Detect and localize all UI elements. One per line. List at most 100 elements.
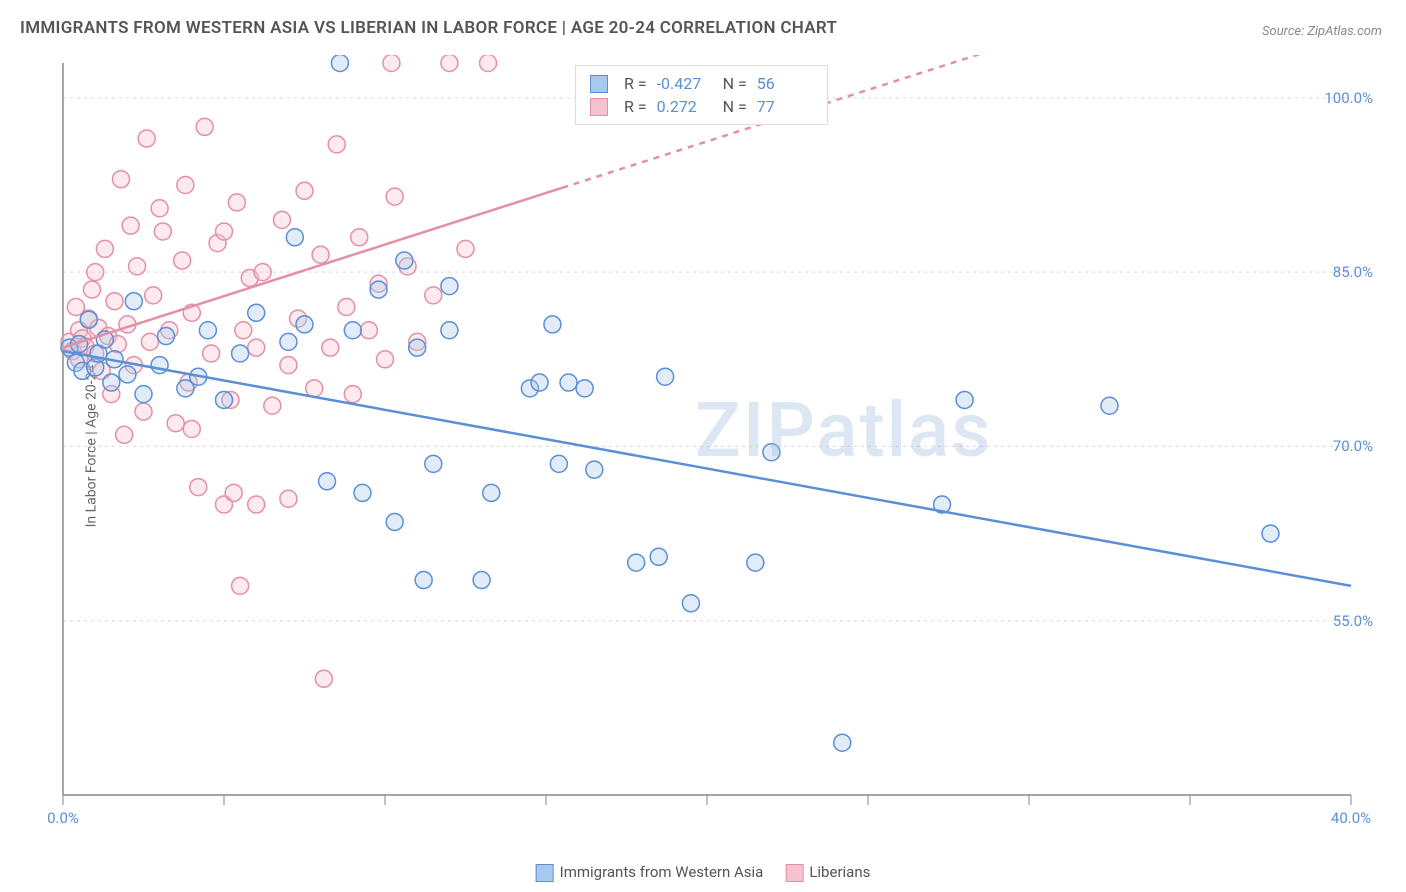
- data-point: [483, 484, 500, 501]
- y-tick-label: 55.0%: [1333, 612, 1373, 630]
- data-point: [586, 461, 603, 478]
- data-point: [441, 322, 458, 339]
- data-point: [199, 322, 216, 339]
- stat-r-label: R =: [624, 97, 647, 116]
- data-point: [254, 264, 271, 281]
- data-point: [956, 391, 973, 408]
- stat-r-value: 0.272: [657, 97, 713, 116]
- stat-n-label: N =: [723, 97, 747, 116]
- data-point: [138, 130, 155, 147]
- stat-r-value: -0.427: [657, 74, 713, 93]
- data-point: [425, 287, 442, 304]
- data-point: [154, 223, 171, 240]
- data-point: [151, 200, 168, 217]
- data-point: [370, 281, 387, 298]
- data-point: [682, 595, 699, 612]
- data-point: [125, 293, 142, 310]
- data-point: [1262, 525, 1279, 542]
- bottom-legend: Immigrants from Western Asia Liberians: [536, 863, 871, 882]
- data-point: [232, 345, 249, 362]
- data-point: [628, 554, 645, 571]
- data-point: [141, 333, 158, 350]
- y-tick-label: 70.0%: [1333, 437, 1373, 455]
- data-point: [106, 293, 123, 310]
- data-point: [122, 217, 139, 234]
- data-point: [248, 304, 265, 321]
- data-point: [344, 386, 361, 403]
- trend-line: [63, 351, 1351, 586]
- data-point: [248, 496, 265, 513]
- data-point: [550, 455, 567, 472]
- data-point: [119, 366, 136, 383]
- data-point: [129, 258, 146, 275]
- data-point: [177, 177, 194, 194]
- data-point: [415, 572, 432, 589]
- data-point: [96, 240, 113, 257]
- data-point: [174, 252, 191, 269]
- data-point: [158, 328, 175, 345]
- chart-area: ZIPatlas R =-0.427N =56R =0.272N =77 55.…: [55, 55, 1385, 825]
- data-point: [135, 386, 152, 403]
- data-point: [248, 339, 265, 356]
- data-point: [409, 339, 426, 356]
- data-point: [80, 311, 97, 328]
- data-point: [331, 55, 348, 72]
- data-point: [763, 444, 780, 461]
- stat-n-label: N =: [723, 74, 747, 93]
- data-point: [228, 194, 245, 211]
- data-point: [312, 246, 329, 263]
- data-point: [183, 421, 200, 438]
- y-tick-label: 85.0%: [1333, 263, 1373, 281]
- legend-swatch: [590, 75, 608, 93]
- data-point: [273, 211, 290, 228]
- data-point: [457, 240, 474, 257]
- data-point: [657, 368, 674, 385]
- stats-row: R = -0.427 N = 56: [590, 72, 813, 95]
- data-point: [1101, 397, 1118, 414]
- data-point: [425, 455, 442, 472]
- data-point: [306, 380, 323, 397]
- data-point: [480, 55, 497, 72]
- legend-label: Immigrants from Western Asia: [560, 863, 764, 881]
- data-point: [338, 299, 355, 316]
- correlation-stats-box: R = -0.427 N = 56 R = 0.272 N = 77: [575, 65, 828, 125]
- legend-swatch: [590, 98, 608, 116]
- data-point: [296, 182, 313, 199]
- data-point: [441, 278, 458, 295]
- legend-swatch: [785, 864, 803, 882]
- y-tick-label: 100.0%: [1324, 89, 1373, 107]
- data-point: [319, 473, 336, 490]
- legend-label: Liberians: [809, 863, 870, 881]
- stat-n-value: 77: [757, 97, 813, 116]
- data-point: [196, 118, 213, 135]
- legend-swatch: [536, 864, 554, 882]
- chart-title: IMMIGRANTS FROM WESTERN ASIA VS LIBERIAN…: [20, 18, 837, 38]
- data-point: [544, 316, 561, 333]
- data-point: [531, 374, 548, 391]
- data-point: [280, 357, 297, 374]
- data-point: [216, 391, 233, 408]
- data-point: [116, 426, 133, 443]
- data-point: [360, 322, 377, 339]
- data-point: [190, 479, 207, 496]
- data-point: [235, 322, 252, 339]
- data-point: [344, 322, 361, 339]
- data-point: [328, 136, 345, 153]
- data-point: [315, 670, 332, 687]
- stats-row: R = 0.272 N = 77: [590, 95, 813, 118]
- data-point: [377, 351, 394, 368]
- data-point: [473, 572, 490, 589]
- data-point: [576, 380, 593, 397]
- scatter-plot-svg: [55, 55, 1385, 825]
- data-point: [747, 554, 764, 571]
- data-point: [383, 55, 400, 72]
- stat-r-label: R =: [624, 74, 647, 93]
- stat-n-value: 56: [757, 74, 813, 93]
- x-tick-label: 40.0%: [1331, 809, 1371, 827]
- data-point: [386, 188, 403, 205]
- data-point: [280, 490, 297, 507]
- data-point: [232, 577, 249, 594]
- data-point: [167, 415, 184, 432]
- data-point: [83, 281, 100, 298]
- data-point: [650, 548, 667, 565]
